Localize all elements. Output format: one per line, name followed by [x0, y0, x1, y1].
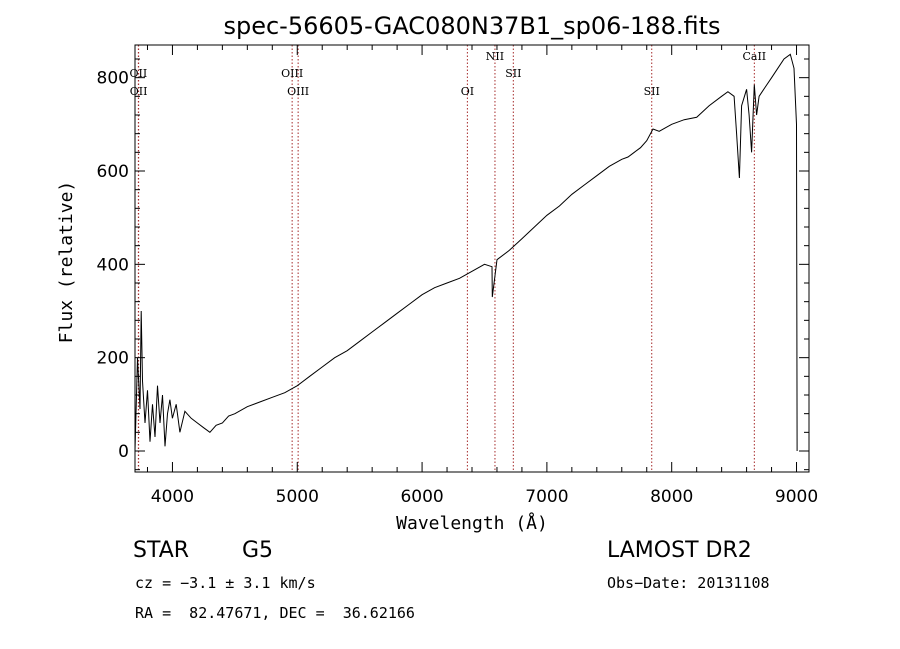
y-tick-label-2: 400 [97, 255, 129, 275]
redshift-readout: cz = −3.1 ± 3.1 km/s [135, 574, 316, 592]
line-label-8: CaII [742, 50, 766, 63]
line-label-4: OI [461, 85, 474, 98]
chart-title: spec-56605-GAC080N37B1_sp06-188.fits [223, 12, 720, 40]
series-line-0 [134, 53, 798, 452]
x-tick-label-0: 4000 [151, 487, 194, 507]
plot-frame [134, 44, 810, 473]
x-tick-label-2: 6000 [400, 487, 443, 507]
line-label-1: OII [130, 85, 148, 98]
y-tick-label-4: 800 [97, 69, 129, 89]
line-label-3: OIII [287, 85, 309, 98]
survey-name: LAMOST DR2 [607, 538, 752, 563]
x-tick-label-3: 7000 [525, 487, 568, 507]
coordinates-readout: RA = 82.47671, DEC = 36.62166 [135, 604, 415, 622]
x-axis-label: Wavelength (Å) [396, 512, 548, 534]
line-label-7: SII [644, 85, 660, 98]
spectrum-series [134, 53, 798, 452]
axis-ticks: 4000 5000 6000 7000 8000 9000 0 200 400 600 800 [97, 45, 818, 507]
x-tick-label-4: 8000 [650, 487, 693, 507]
y-tick-label-1: 200 [97, 349, 129, 369]
x-tick-label-5: 9000 [775, 487, 818, 507]
y-tick-label-0: 0 [118, 442, 129, 462]
object-class: STAR [133, 538, 190, 563]
line-label-6: SII [505, 67, 521, 80]
observation-date: Obs−Date: 20131108 [607, 574, 770, 592]
y-tick-label-3: 600 [97, 162, 129, 182]
y-axis-label: Flux (relative) [56, 181, 77, 344]
x-tick-label-1: 5000 [276, 487, 319, 507]
line-label-2: OIII [281, 67, 303, 80]
line-label-5: NII [486, 50, 504, 63]
object-subclass: G5 [242, 538, 274, 563]
